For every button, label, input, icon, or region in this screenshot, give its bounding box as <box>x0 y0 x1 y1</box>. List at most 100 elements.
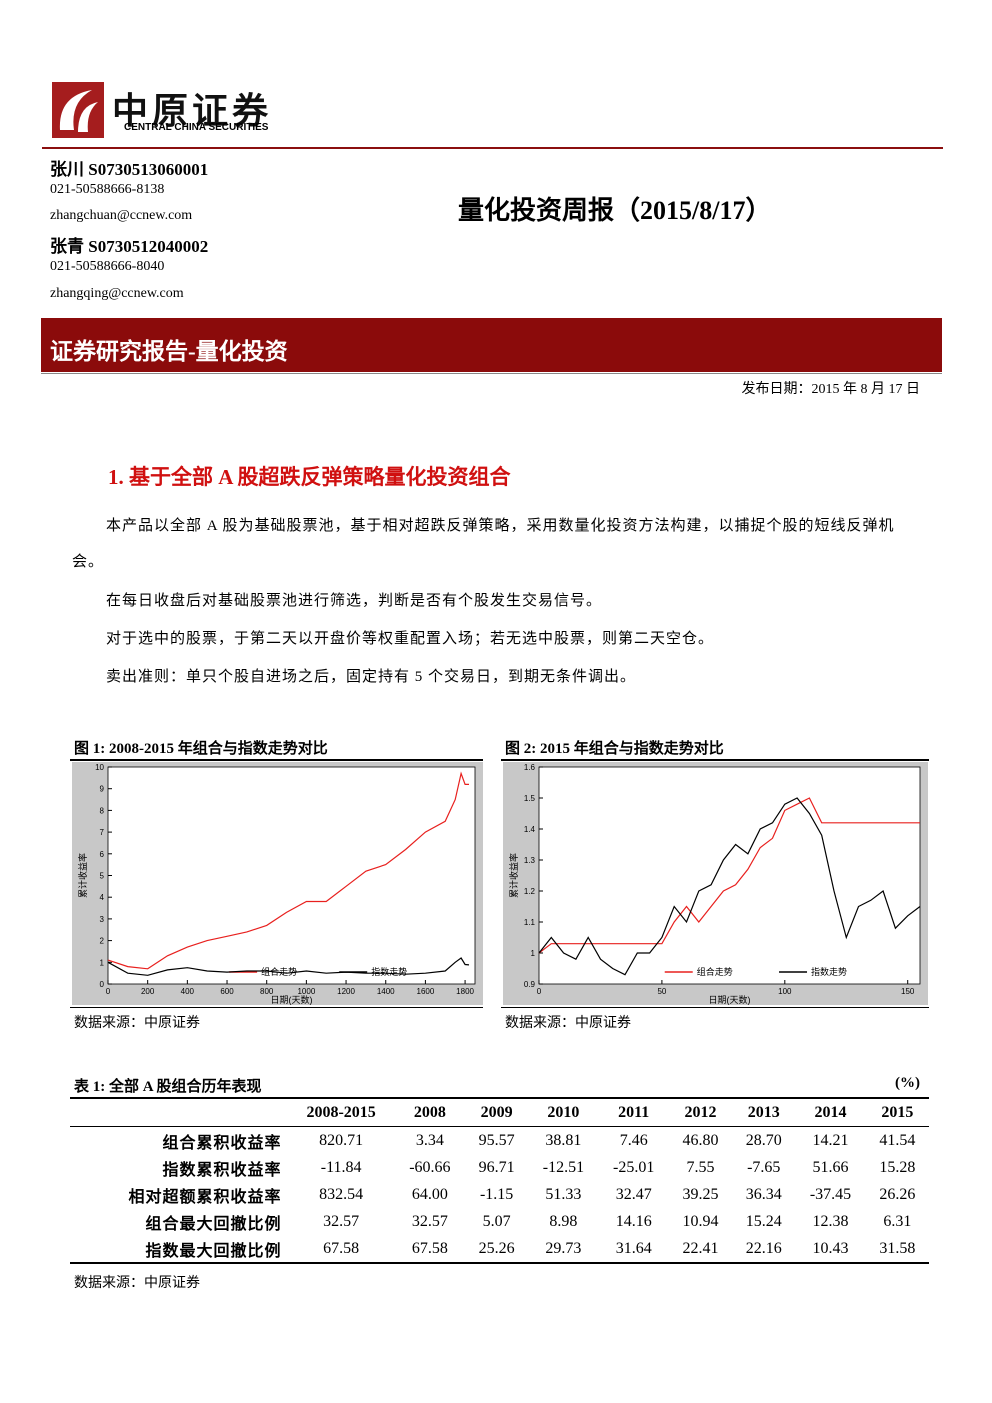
header-row: 2008-2015 2008 2009 2010 2011 2012 2013 2014 201… <box>70 1098 929 1127</box>
cell: 15.28 <box>879 1158 916 1176</box>
paragraph: 本产品以全部 A 股为基础股票池，基于相对超跌反弹策略，采用数量化投资方法构建，… <box>72 518 895 570</box>
x-tick-label: 1400 <box>377 987 395 996</box>
cell: 28.70 <box>745 1131 782 1149</box>
cell: 22.41 <box>682 1239 719 1257</box>
x-tick-label: 1200 <box>337 987 355 996</box>
table-caption: 表 1: 全部 A 股组合历年表现 <box>74 1079 262 1095</box>
column-header: 2015 <box>881 1103 914 1121</box>
source: 数据来源：中原证券 <box>74 1016 200 1031</box>
phone: 021-50588666-8138 <box>50 182 165 197</box>
column-header: 2011 <box>618 1103 650 1121</box>
cell: -1.15 <box>479 1185 514 1203</box>
x-tick-label: 1800 <box>456 987 474 996</box>
table-unit: (%) <box>895 1075 920 1091</box>
plot-area <box>107 766 476 985</box>
y-tick-label: 1.5 <box>524 794 536 803</box>
cell: 7.46 <box>619 1131 648 1149</box>
y-tick-label: 3 <box>100 915 105 924</box>
y-tick-label: 1.1 <box>524 918 536 927</box>
y-tick-label: 1.4 <box>524 825 536 834</box>
logo-en: CENTRAL CHINA SECURITIES <box>124 122 269 133</box>
cell: -7.65 <box>747 1158 781 1176</box>
cell: 22.16 <box>745 1239 782 1257</box>
x-tick-label: 600 <box>220 987 234 996</box>
x-tick-label: 400 <box>181 987 195 996</box>
cell: 46.80 <box>682 1131 719 1149</box>
cell: 14.16 <box>615 1212 652 1230</box>
series-line <box>107 771 469 970</box>
table: 2008-2015 2008 2009 2010 2011 2012 2013 2014 201… <box>70 1097 929 1264</box>
chart: 0 1 2 3 4 5 6 7 8 9 10 0 200 400 600 800 1000 1200 1400 160… <box>72 762 483 1005</box>
column-header: 2008-2015 <box>306 1103 376 1121</box>
cell: -60.66 <box>409 1158 451 1176</box>
rule <box>70 759 483 761</box>
author: 张青 S0730512040002 <box>50 237 209 256</box>
cell: 25.26 <box>478 1239 515 1257</box>
legend-label: 指数走势 <box>811 966 847 977</box>
table-row: 指数最大回撤比例 67.58 67.58 25.26 29.73 31.64 22.41 22… <box>70 1235 929 1263</box>
cell: 41.54 <box>879 1131 916 1149</box>
column-header <box>70 1098 288 1127</box>
cell: -25.01 <box>613 1158 655 1176</box>
paragraph: 卖出准则：单只个股自进场之后，固定持有 5 个交易日，到期无条件调出。 <box>106 669 637 685</box>
rule <box>501 759 929 761</box>
x-tick-label: 0 <box>537 987 542 996</box>
logo-cn: 中原证券 <box>112 91 273 131</box>
table-row: 组合最大回撤比例 32.57 32.57 5.07 8.98 14.16 10.94 15.2… <box>70 1208 929 1235</box>
cell: -11.84 <box>320 1158 362 1176</box>
column-header: 2010 <box>547 1103 580 1121</box>
source: 数据来源：中原证券 <box>505 1016 631 1031</box>
cell: 14.21 <box>812 1131 849 1149</box>
y-tick-label: 1.2 <box>524 887 536 896</box>
row-label: 组合最大回撤比例 <box>145 1215 282 1233</box>
x-axis-label: 日期(天数) <box>709 994 751 1005</box>
cell: 8.98 <box>549 1212 578 1230</box>
y-tick-label: 1 <box>531 949 536 958</box>
table-row: 指数累积收益率 -11.84 -60.66 96.71 -12.51 -25.01 7.55… <box>70 1154 929 1181</box>
y-axis-label: 累计收益率 <box>508 853 519 898</box>
cell: 832.54 <box>319 1185 364 1203</box>
banner <box>41 318 942 372</box>
banner-text: 证券研究报告-量化投资 <box>50 339 288 364</box>
y-tick-label: 8 <box>100 806 105 815</box>
series-line <box>538 797 921 976</box>
y-tick-label: 6 <box>100 850 105 859</box>
figure-caption: 图 2: 2015 年组合与指数走势对比 <box>505 741 724 757</box>
legend-label: 组合走势 <box>697 966 733 977</box>
row-label: 指数累积收益率 <box>162 1161 282 1179</box>
y-tick-label: 4 <box>100 893 105 902</box>
paragraph: 对于选中的股票，于第二天以开盘价等权重配置入场；若无选中股票，则第二天空仓。 <box>106 631 715 647</box>
chart: 0.9 1 1.1 1.2 1.3 1.4 1.5 1.6 0 50 100 150 日期(天数) 累计收… <box>503 762 928 1005</box>
section-title: 1. 基于全部 A 股超跌反弹策略量化投资组合 <box>108 465 511 489</box>
cell: 36.34 <box>745 1185 782 1203</box>
cell: 820.71 <box>319 1131 364 1149</box>
table-row: 组合累积收益率 820.71 3.34 95.57 38.81 7.46 46.80 28.7… <box>70 1127 929 1155</box>
paragraph: 在每日收盘后对基础股票池进行筛选，判断是否有个股发生交易信号。 <box>106 593 603 609</box>
rule <box>41 373 942 374</box>
cell: 67.58 <box>323 1239 360 1257</box>
x-tick-label: 0 <box>106 987 111 996</box>
series-line <box>538 797 920 954</box>
legend-label: 组合走势 <box>261 966 297 977</box>
y-axis-label: 累计收益率 <box>77 853 88 898</box>
phone: 021-50588666-8040 <box>50 259 165 274</box>
legend-label: 指数走势 <box>371 966 407 977</box>
table-row: 相对超额累积收益率 832.54 64.00 -1.15 51.33 32.47 39.25… <box>70 1181 929 1208</box>
cell: 32.57 <box>411 1212 448 1230</box>
column-header: 2013 <box>747 1103 780 1121</box>
cell: 96.71 <box>478 1158 515 1176</box>
column-header: 2012 <box>684 1103 717 1121</box>
x-tick-label: 800 <box>260 987 274 996</box>
publish-date: 发布日期：2015 年 8 月 17 日 <box>741 382 921 397</box>
author: 张川 S0730513060001 <box>50 160 209 179</box>
cell: 10.43 <box>812 1239 849 1257</box>
cell: 32.47 <box>615 1185 652 1203</box>
cell: 31.64 <box>615 1239 652 1257</box>
rule <box>42 147 943 149</box>
cell: 10.94 <box>682 1212 719 1230</box>
figure-caption: 图 1: 2008-2015 年组合与指数走势对比 <box>74 741 328 757</box>
cell: 38.81 <box>545 1131 582 1149</box>
column-header: 2008 <box>413 1103 446 1121</box>
cell: 5.07 <box>482 1212 511 1230</box>
